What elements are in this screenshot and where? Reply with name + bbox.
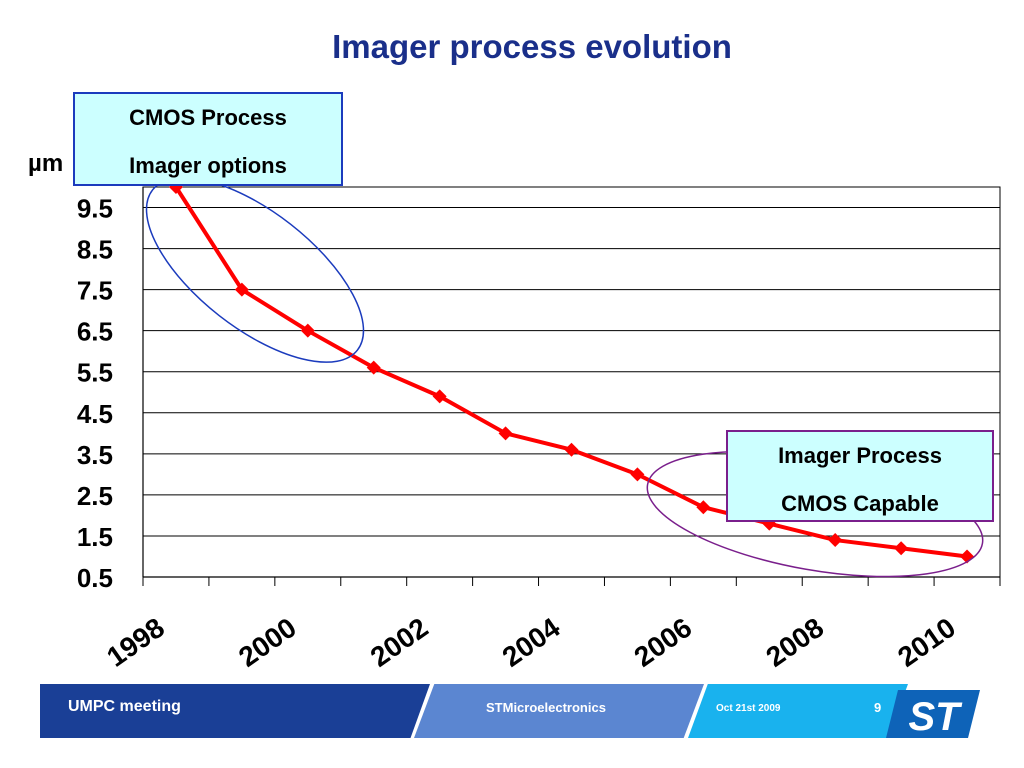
data-point-marker bbox=[432, 389, 447, 404]
callout-line: CMOS Process bbox=[129, 105, 287, 130]
data-point-marker bbox=[366, 360, 381, 375]
y-tick-label: 9.5 bbox=[77, 194, 113, 224]
footer-date-label: Oct 21st 2009 bbox=[716, 703, 781, 714]
imager-process-callout: Imager Process CMOS Capable bbox=[726, 430, 994, 522]
y-tick-labels: 9.5 8.5 7.5 6.5 5.5 4.5 3.5 2.5 1.5 0.5 bbox=[77, 194, 113, 593]
y-axis-unit-label: µm bbox=[28, 150, 64, 177]
y-tick-label: 0.5 bbox=[77, 563, 113, 593]
x-tick-label: 2006 bbox=[629, 612, 698, 673]
y-tick-label: 2.5 bbox=[77, 481, 113, 511]
x-tick-label: 2004 bbox=[497, 611, 566, 672]
data-point-marker bbox=[498, 426, 513, 441]
footer-segment-date bbox=[688, 684, 908, 738]
y-tick-label: 5.5 bbox=[77, 358, 113, 388]
footer-segment-company bbox=[414, 684, 704, 738]
st-logo-icon: ST bbox=[886, 690, 980, 739]
data-point-marker bbox=[234, 282, 249, 297]
data-point-marker bbox=[894, 541, 909, 556]
data-point-marker bbox=[564, 442, 579, 457]
callout-line: CMOS Capable bbox=[781, 491, 939, 516]
data-point-marker bbox=[696, 500, 711, 515]
cmos-process-callout: CMOS Process Imager options bbox=[73, 92, 343, 186]
callout-line: Imager options bbox=[129, 153, 287, 178]
axes bbox=[142, 187, 1001, 586]
svg-text:ST: ST bbox=[908, 695, 963, 739]
data-point-marker bbox=[300, 323, 315, 338]
x-tick-label: 2000 bbox=[233, 612, 302, 673]
callout-line: Imager Process bbox=[778, 443, 942, 468]
page-title: Imager process evolution bbox=[332, 28, 732, 65]
footer-meeting-label: UMPC meeting bbox=[68, 698, 181, 715]
x-tick-label: 1998 bbox=[101, 612, 170, 673]
footer-segment-meeting bbox=[40, 684, 430, 738]
footer-bar: UMPC meeting STMicroelectronics Oct 21st… bbox=[0, 684, 1024, 768]
data-point-marker bbox=[630, 467, 645, 482]
x-tick-label: 2008 bbox=[760, 612, 829, 673]
y-tick-label: 4.5 bbox=[77, 399, 113, 429]
data-point-marker bbox=[828, 533, 843, 548]
page-number: 9 bbox=[874, 700, 882, 715]
y-tick-label: 6.5 bbox=[77, 317, 113, 347]
x-tick-label: 2010 bbox=[892, 612, 961, 673]
y-tick-label: 8.5 bbox=[77, 235, 113, 265]
series-group bbox=[168, 180, 975, 564]
cmos-highlight-ellipse bbox=[145, 177, 365, 363]
x-tick-labels: 1998 2000 2002 2004 2006 2008 2010 bbox=[101, 611, 961, 672]
y-tick-label: 7.5 bbox=[77, 276, 113, 306]
x-tick-label: 2002 bbox=[365, 612, 434, 673]
y-tick-label: 3.5 bbox=[77, 440, 113, 470]
y-tick-label: 1.5 bbox=[77, 522, 113, 552]
footer-company-label: STMicroelectronics bbox=[486, 700, 606, 715]
